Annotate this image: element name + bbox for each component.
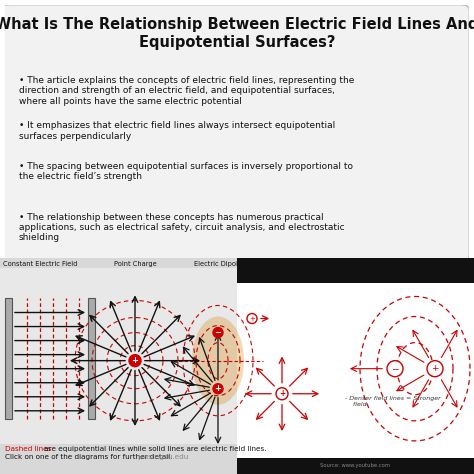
- Bar: [0, 268, 237, 444]
- Text: Click on one of the diagrams for further detail.: Click on one of the diagrams for further…: [5, 454, 173, 460]
- Bar: [88, 299, 95, 419]
- Circle shape: [247, 313, 257, 324]
- Text: Point Charge: Point Charge: [114, 261, 156, 267]
- Text: +: +: [131, 356, 138, 365]
- Text: What Is The Relationship Between Electric Field Lines And
Equipotential Surfaces: What Is The Relationship Between Electri…: [0, 18, 474, 50]
- Text: • The spacing between equipotential surfaces is inversely proportional to
the el: • The spacing between equipotential surf…: [18, 162, 353, 182]
- Bar: [5, 299, 12, 419]
- Bar: [237, 458, 474, 474]
- Text: +: +: [249, 316, 255, 321]
- Text: are equipotential lines while solid lines are electric field lines.: are equipotential lines while solid line…: [42, 446, 266, 452]
- Text: +: +: [431, 364, 439, 373]
- Text: - Denser field lines = Stronger
    field.: - Denser field lines = Stronger field.: [345, 396, 441, 407]
- Text: • The relationship between these concepts has numerous practical
applications, s: • The relationship between these concept…: [18, 213, 344, 243]
- Text: −: −: [215, 328, 221, 337]
- Ellipse shape: [192, 317, 244, 405]
- Bar: [237, 258, 474, 283]
- Text: +: +: [215, 384, 221, 393]
- Circle shape: [129, 355, 141, 367]
- Text: +: +: [279, 389, 285, 398]
- Text: • It emphasizes that electric field lines always intersect equipotential
surface: • It emphasizes that electric field line…: [18, 121, 335, 141]
- Text: Electric Dipole: Electric Dipole: [194, 261, 242, 267]
- Circle shape: [213, 328, 223, 337]
- Text: y-astr.gsu.edu: y-astr.gsu.edu: [138, 454, 190, 460]
- Text: Dashed lines: Dashed lines: [5, 446, 51, 452]
- Text: Source: www.youtube.com: Source: www.youtube.com: [320, 464, 390, 468]
- Text: −: −: [391, 364, 399, 373]
- FancyBboxPatch shape: [0, 5, 469, 261]
- Text: Constant Electric Field: Constant Electric Field: [3, 261, 77, 267]
- Text: • The article explains the concepts of electric field lines, representing the
di: • The article explains the concepts of e…: [18, 76, 354, 106]
- Text: Electric Field Lines and Equipotential Lines: Electric Field Lines and Equipotential L…: [291, 266, 419, 271]
- Circle shape: [427, 361, 443, 377]
- Circle shape: [276, 388, 288, 400]
- Circle shape: [213, 384, 223, 394]
- Circle shape: [387, 361, 403, 377]
- Bar: [237, 283, 474, 458]
